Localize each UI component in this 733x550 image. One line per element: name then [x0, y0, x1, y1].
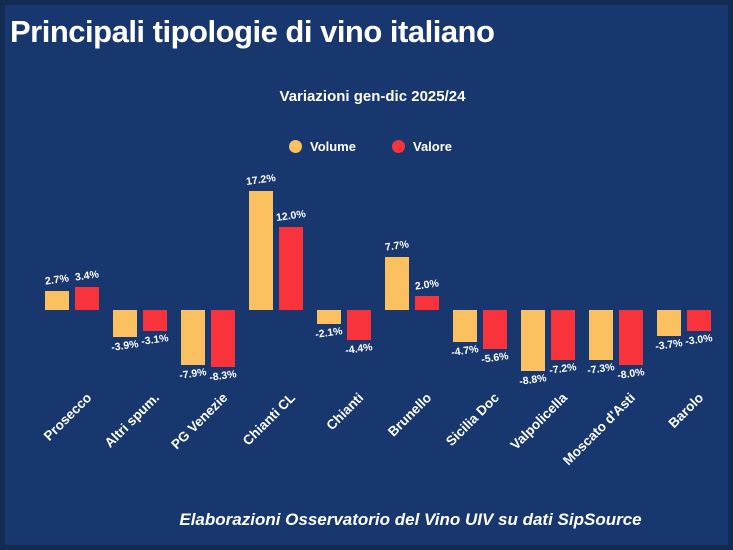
x-axis-label-prosecco: Prosecco [40, 390, 95, 444]
bar-valore-altri-spum [142, 310, 167, 332]
x-axis-label-barolo: Barolo [665, 390, 707, 431]
valore-legend-dot-icon [391, 140, 405, 153]
bar-volume-sicilia-doc [452, 310, 477, 343]
chart-subtitle: Variazioni gen-dic 2025/24 [279, 88, 466, 105]
legend-item-valore: Valore [391, 139, 453, 154]
value-label-valore-chianti: -4.4% [344, 341, 373, 358]
volume-legend-dot-icon [288, 140, 302, 153]
x-axis-label-brunello: Brunello [384, 390, 435, 440]
bar-volume-brunello [384, 256, 409, 310]
value-label-valore-prosecco: 3.4% [73, 267, 100, 284]
bar-valore-sicilia-doc [482, 310, 507, 349]
bar-valore-valpolicella [550, 310, 575, 360]
bar-valore-brunello [414, 296, 439, 310]
bar-volume-barolo [656, 310, 681, 336]
bar-volume-chianti [316, 310, 341, 325]
bar-valore-chianti-cl [278, 227, 303, 310]
bar-valore-prosecco [74, 286, 99, 310]
x-axis-label-sicilia-doc: Sicilia Doc [443, 390, 503, 449]
chart-legend: Volume Valore [8, 139, 733, 154]
bar-valore-barolo [686, 310, 711, 331]
x-axis-label-pg-venezie: PG Venezie [168, 390, 231, 453]
x-axis-label-chianti-cl: Chianti CL [239, 390, 299, 449]
value-label-volume-chianti-cl: 17.2% [244, 172, 277, 189]
x-axis-label-valpolicella: Valpolicella [507, 390, 571, 453]
bar-valore-chianti [346, 310, 371, 341]
bar-valore-moscato-d-asti [618, 310, 643, 366]
bar-valore-pg-venezie [210, 310, 235, 368]
bar-volume-chianti-cl [248, 191, 273, 310]
legend-label: Volume [309, 139, 356, 154]
bar-volume-altri-spum [112, 310, 137, 337]
legend-item-volume: Volume [288, 139, 356, 154]
x-axis-label-moscato-d-asti: Moscato d'Asti [559, 390, 639, 469]
x-axis-label-chianti: Chianti [323, 390, 367, 433]
bar-volume-valpolicella [520, 310, 545, 371]
page-title: Principali tipologie di vino italiano [10, 14, 495, 49]
value-label-volume-brunello: 7.7% [383, 238, 410, 254]
bar-volume-moscato-d-asti [588, 310, 613, 361]
bar-volume-pg-venezie [180, 310, 205, 365]
legend-label: Valore [412, 139, 453, 154]
x-axis-label-altri-spum: Altri spum. [101, 390, 163, 451]
source-credit: Elaborazioni Osservatorio del Vino UIV s… [179, 510, 642, 529]
bar-volume-prosecco [44, 291, 69, 310]
